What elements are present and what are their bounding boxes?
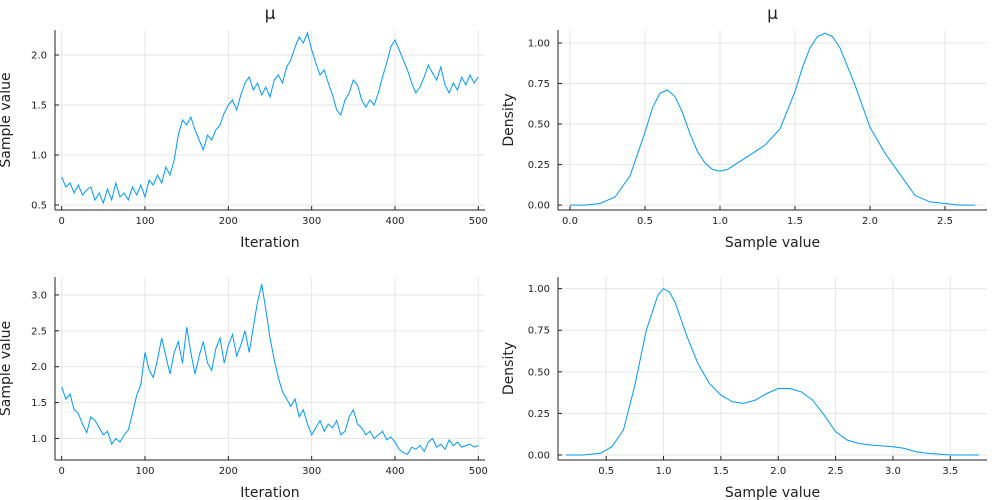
series-line xyxy=(570,32,975,206)
y-tick-label: 0.50 xyxy=(528,367,550,378)
y-tick-label: 1.5 xyxy=(31,398,47,409)
x-tick-label: 0.5 xyxy=(637,216,653,227)
x-tick-label: 400 xyxy=(385,216,404,227)
y-tick-label: 0.75 xyxy=(528,326,550,337)
x-tick-label: 3.5 xyxy=(942,466,958,477)
panel-1: 0 100 200 300 400 500 0.5 1.0 1.5 2.0 Iteration Sam… xyxy=(0,4,488,251)
y-tick-label: 2.5 xyxy=(31,326,47,337)
y-tick-label: 1.00 xyxy=(528,38,550,49)
x-tick-label: 500 xyxy=(469,216,488,227)
x-tick-label: 0.0 xyxy=(562,216,578,227)
x-tick-label: 400 xyxy=(385,466,404,477)
y-tick-label: 0.50 xyxy=(528,120,550,131)
y-tick-label: 1.5 xyxy=(31,101,47,112)
x-tick-label: 200 xyxy=(219,466,238,477)
x-tick-label: 300 xyxy=(302,466,321,477)
chart-title: μ xyxy=(767,4,778,24)
y-tick-label: 0.25 xyxy=(528,160,550,171)
x-tick-label: 100 xyxy=(135,216,154,227)
y-tick-label: 1.0 xyxy=(31,434,47,445)
x-tick-label: 2.0 xyxy=(862,216,878,227)
series-line xyxy=(61,31,479,205)
y-axis-label: Density xyxy=(501,93,517,146)
y-axis-label: Density xyxy=(501,342,517,395)
x-axis-label: Iteration xyxy=(240,485,299,500)
x-tick-label: 2.5 xyxy=(937,216,953,227)
y-tick-label: 0.00 xyxy=(528,451,550,462)
x-axis-label: Sample value xyxy=(725,235,820,251)
chart-title: μ xyxy=(265,4,276,24)
x-tick-label: 300 xyxy=(302,216,321,227)
y-tick-label: 0.00 xyxy=(528,201,550,212)
x-tick-label: 1.0 xyxy=(712,216,728,227)
y-tick-label: 0.75 xyxy=(528,79,550,90)
x-tick-label: 2.0 xyxy=(770,466,786,477)
x-tick-label: 2.5 xyxy=(828,466,844,477)
y-tick-label: 0.25 xyxy=(528,409,550,420)
x-tick-label: 1.5 xyxy=(787,216,803,227)
y-axis-label: Sample value xyxy=(0,72,14,167)
y-axis-label: Sample value xyxy=(0,321,14,416)
x-tick-label: 0.5 xyxy=(598,466,614,477)
x-tick-label: 200 xyxy=(219,216,238,227)
y-tick-label: 0.5 xyxy=(31,201,47,212)
x-axis-label: Iteration xyxy=(240,235,299,251)
series-line xyxy=(566,287,979,456)
y-tick-label: 2.0 xyxy=(31,51,47,62)
x-tick-label: 100 xyxy=(135,466,154,477)
y-tick-label: 1.0 xyxy=(31,151,47,162)
y-tick-label: 2.0 xyxy=(31,362,47,373)
x-tick-label: 0 xyxy=(58,216,64,227)
x-tick-label: 1.5 xyxy=(713,466,729,477)
x-tick-label: 0 xyxy=(58,466,64,477)
panel-3: 0 100 200 300 400 500 1.0 1.5 2.0 2.5 3.0 Iteration… xyxy=(0,277,488,500)
panel-4: 0.5 1.0 1.5 2.0 2.5 3.0 3.5 0.00 0.25 0.50 0.75 1.0… xyxy=(501,277,987,500)
x-tick-label: 500 xyxy=(469,466,488,477)
panel-2: 0.0 0.5 1.0 1.5 2.0 2.5 0.00 0.25 0.50 0.75 1.00 Sa… xyxy=(501,4,987,251)
y-tick-label: 1.00 xyxy=(528,284,550,295)
y-tick-label: 3.0 xyxy=(31,290,47,301)
x-tick-label: 1.0 xyxy=(656,466,672,477)
x-axis-label: Sample value xyxy=(725,485,820,500)
series-line xyxy=(61,284,479,455)
x-tick-label: 3.0 xyxy=(885,466,901,477)
